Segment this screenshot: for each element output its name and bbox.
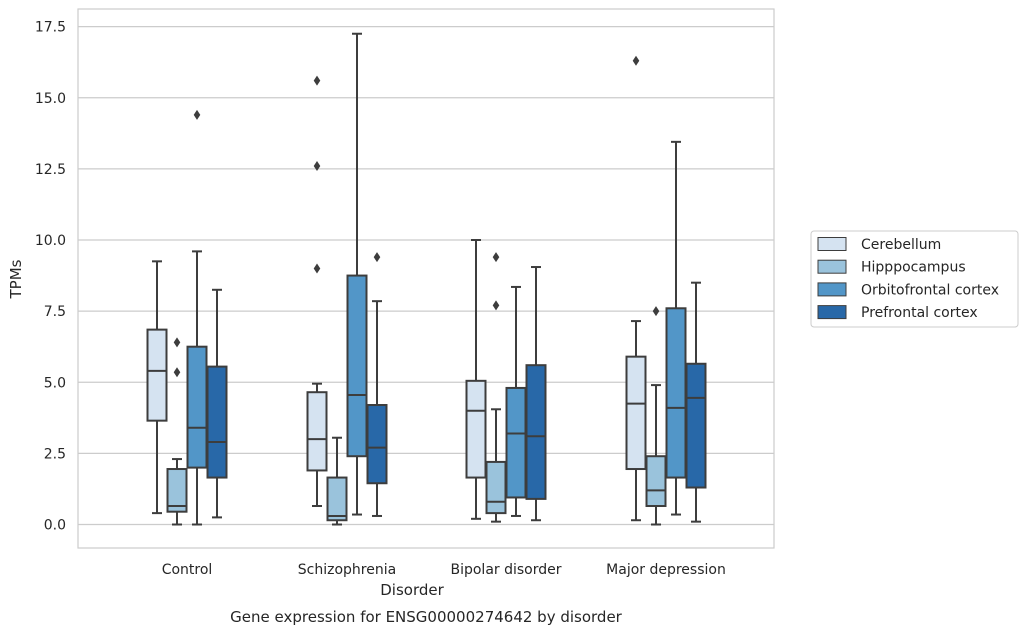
y-tick-label: 5.0 [44,375,66,391]
box-group [645,306,667,526]
outlier-point [632,55,640,66]
box [505,386,527,499]
y-axis-ticks: 0.0 2.5 5.0 7.5 10.0 12.5 15.0 17.5 [35,20,66,534]
outlier-point [173,367,181,378]
y-tick-label: 0.0 [44,518,66,534]
legend-swatch [817,282,847,297]
box-group [625,55,647,522]
x-axis-ticks: Control Schizophrenia Bipolar disorder Majo… [162,562,726,578]
y-tick-label: 7.5 [44,304,66,320]
outlier-point [492,300,500,311]
legend-frame [810,230,1019,328]
outlier-point [652,306,660,317]
box [146,328,168,422]
x-tick-label: Bipolar disorder [450,562,561,578]
box-group [146,260,168,515]
box [346,274,368,458]
box [306,391,328,472]
x-tick-label: Control [162,562,213,578]
outlier-point [313,75,321,86]
y-tick-label: 10.0 [35,233,66,249]
outlier-point [173,337,181,348]
box [186,345,208,469]
box [485,460,507,515]
box [366,404,388,485]
chart-caption: Gene expression for ENSG00000274642 by d… [230,608,623,626]
box [166,468,188,513]
box [665,307,687,479]
box-group [366,252,388,517]
box [206,365,228,479]
y-tick-label: 17.5 [35,20,66,36]
box [685,362,707,489]
box [625,355,647,471]
box [326,476,348,522]
outlier-point [373,252,381,263]
legend-label: Prefrontal cortex [861,305,978,321]
outlier-point [492,252,500,263]
box [525,364,547,500]
legend-label: Orbitofrontal cortex [861,282,999,298]
outlier-point [313,263,321,274]
y-tick-label: 2.5 [44,446,66,462]
legend-swatch [817,305,847,320]
legend: Cerebellum Hipppocampus Orbitofrontal cort… [810,230,1019,328]
y-tick-label: 15.0 [35,91,66,107]
box-group [186,109,208,526]
outlier-point [193,109,201,120]
box-group [206,288,228,519]
legend-label: Cerebellum [861,237,941,253]
box [465,379,487,479]
box-group [326,436,348,526]
box-group [685,281,707,523]
x-axis-label: Disorder [380,581,444,599]
y-tick-label: 12.5 [35,162,66,178]
x-tick-label: Major depression [606,562,726,578]
boxes [146,32,707,526]
box-group [346,32,368,516]
box-group [306,75,328,508]
x-tick-label: Schizophrenia [298,562,396,578]
box-group [166,337,188,526]
legend-swatch [817,259,847,274]
legend-swatch [817,237,847,251]
outlier-point [313,161,321,172]
box [645,455,667,508]
box-group [465,239,487,520]
legend-label: Hipppocampus [861,260,966,276]
plot-area-frame [77,8,775,549]
y-axis-label: TPMs [7,259,25,299]
box-group [485,252,507,523]
box-group [525,266,547,522]
